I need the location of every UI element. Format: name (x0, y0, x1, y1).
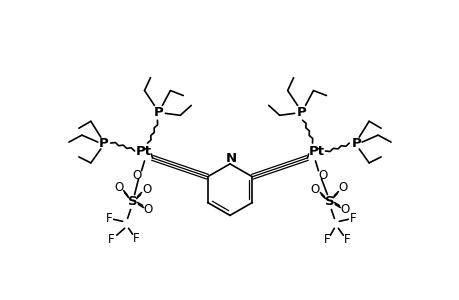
Text: O: O (114, 181, 123, 194)
Text: P: P (153, 106, 163, 119)
Text: S: S (324, 195, 334, 208)
Text: O: O (338, 181, 347, 194)
Text: O: O (132, 169, 141, 182)
Text: O: O (310, 183, 319, 196)
Text: O: O (141, 183, 151, 196)
Text: F: F (107, 233, 114, 246)
Text: N: N (225, 152, 236, 165)
Text: F: F (324, 233, 330, 246)
Text: Pt: Pt (135, 146, 151, 158)
Text: F: F (105, 212, 112, 225)
Text: P: P (99, 136, 108, 150)
Text: S: S (128, 195, 137, 208)
Text: F: F (133, 232, 140, 245)
Text: O: O (340, 203, 349, 216)
Text: O: O (144, 203, 153, 216)
Text: O: O (318, 169, 327, 182)
Text: Pt: Pt (308, 146, 324, 158)
Text: P: P (351, 136, 360, 150)
Text: F: F (349, 212, 356, 225)
Text: F: F (343, 233, 350, 246)
Text: P: P (296, 106, 306, 119)
